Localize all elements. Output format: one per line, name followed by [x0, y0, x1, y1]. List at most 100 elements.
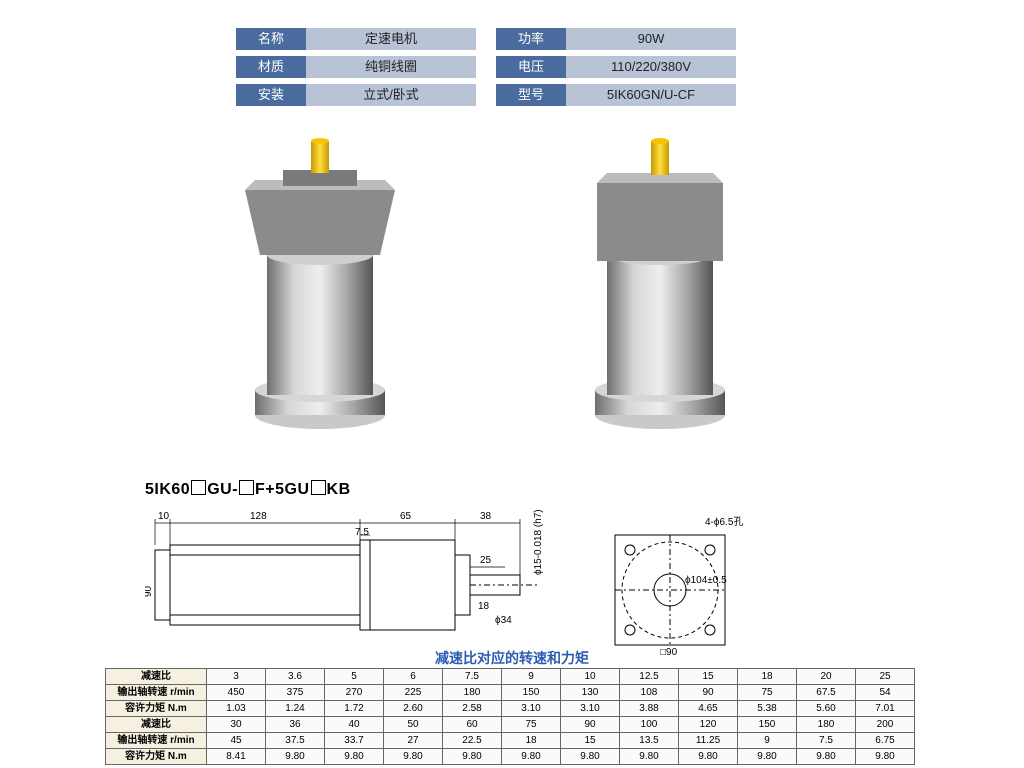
spec-value: 定速电机 — [306, 28, 476, 50]
table-cell: 9.80 — [679, 749, 738, 765]
row-header: 输出轴转速 r/min — [106, 685, 207, 701]
table-cell: 50 — [384, 717, 443, 733]
dim-65: 65 — [400, 511, 412, 522]
table-cell: 9 — [502, 669, 561, 685]
table-cell: 3.6 — [266, 669, 325, 685]
table-row: 容许力矩 N.m1.031.241.722.602.583.103.103.88… — [106, 701, 915, 717]
table-cell: 67.5 — [797, 685, 856, 701]
table-cell: 270 — [325, 685, 384, 701]
table-cell: 375 — [266, 685, 325, 701]
table-cell: 3.10 — [561, 701, 620, 717]
spec-col-right: 功率 90W 电压 110/220/380V 型号 5IK60GN/U-CF — [496, 28, 736, 106]
row-header: 减速比 — [106, 717, 207, 733]
dim-128: 128 — [250, 511, 267, 522]
spec-label: 功率 — [496, 28, 566, 50]
table-cell: 10 — [561, 669, 620, 685]
table-cell: 40 — [325, 717, 384, 733]
table-row: 减速比33.6567.591012.515182025 — [106, 669, 915, 685]
table-cell: 5 — [325, 669, 384, 685]
table-cell: 3 — [207, 669, 266, 685]
table-cell: 7.01 — [856, 701, 915, 717]
table-cell: 12.5 — [620, 669, 679, 685]
table-cell: 6.75 — [856, 733, 915, 749]
technical-drawing-section: 5IK60 GU- F+5GU KB — [145, 480, 865, 660]
spec-label: 安装 — [236, 84, 306, 106]
table-cell: 30 — [207, 717, 266, 733]
spec-value: 立式/卧式 — [306, 84, 476, 106]
table-cell: 9.80 — [443, 749, 502, 765]
table-cell: 8.41 — [207, 749, 266, 765]
model-part: GU- — [207, 481, 238, 498]
table-row: 减速比30364050607590100120150180200 — [106, 717, 915, 733]
table-row: 输出轴转速 r/min45037527022518015013010890756… — [106, 685, 915, 701]
dim-holes: 4-ϕ6.5孔 — [705, 516, 743, 528]
motor-right — [555, 135, 765, 435]
table-cell: 1.72 — [325, 701, 384, 717]
table-cell: 75 — [738, 685, 797, 701]
table-cell: 25 — [856, 669, 915, 685]
table-cell: 75 — [502, 717, 561, 733]
spec-tables: 名称 定速电机 材质 纯铜线圈 安装 立式/卧式 功率 90W 电压 110/2… — [236, 28, 736, 106]
dim-phi15: ϕ15-0.018 (h7) — [533, 509, 544, 575]
spec-col-left: 名称 定速电机 材质 纯铜线圈 安装 立式/卧式 — [236, 28, 476, 106]
table-cell: 108 — [620, 685, 679, 701]
table-row: 容许力矩 N.m8.419.809.809.809.809.809.809.80… — [106, 749, 915, 765]
model-blank-box — [191, 480, 206, 495]
table-cell: 180 — [443, 685, 502, 701]
table-cell: 27 — [384, 733, 443, 749]
model-blank-box — [239, 480, 254, 495]
table-cell: 11.25 — [679, 733, 738, 749]
table-cell: 9.80 — [856, 749, 915, 765]
table-cell: 2.58 — [443, 701, 502, 717]
table-cell: 7.5 — [443, 669, 502, 685]
ratio-torque-table: 减速比33.6567.591012.515182025输出轴转速 r/min45… — [105, 668, 915, 765]
table-cell: 33.7 — [325, 733, 384, 749]
motor-left — [215, 135, 425, 435]
table-cell: 36 — [266, 717, 325, 733]
table-cell: 150 — [738, 717, 797, 733]
model-blank-box — [311, 480, 326, 495]
dim-38: 38 — [480, 511, 492, 522]
dim-phi104: ϕ104±0.5 — [685, 575, 727, 586]
table-cell: 5.38 — [738, 701, 797, 717]
spec-value: 纯铜线圈 — [306, 56, 476, 78]
table-cell: 9.80 — [325, 749, 384, 765]
table-cell: 4.65 — [679, 701, 738, 717]
table-cell: 90 — [561, 717, 620, 733]
model-part: F+5GU — [255, 481, 310, 498]
table-cell: 45 — [207, 733, 266, 749]
table-title: 减速比对应的转速和力矩 — [0, 648, 1024, 668]
table-cell: 9.80 — [384, 749, 443, 765]
row-header: 容许力矩 N.m — [106, 749, 207, 765]
table-cell: 1.03 — [207, 701, 266, 717]
table-cell: 2.60 — [384, 701, 443, 717]
table-cell: 7.5 — [797, 733, 856, 749]
dim-7-5: 7.5 — [355, 527, 369, 538]
dim-18: 18 — [478, 601, 490, 612]
table-cell: 9.80 — [620, 749, 679, 765]
dim-25: 25 — [480, 555, 492, 566]
table-cell: 22.5 — [443, 733, 502, 749]
model-part: KB — [327, 481, 351, 498]
table-cell: 54 — [856, 685, 915, 701]
spec-row: 安装 立式/卧式 — [236, 84, 476, 106]
row-header: 输出轴转速 r/min — [106, 733, 207, 749]
table-cell: 15 — [561, 733, 620, 749]
table-row: 输出轴转速 r/min4537.533.72722.5181513.511.25… — [106, 733, 915, 749]
model-part: 5IK60 — [145, 481, 190, 498]
technical-drawing: 10 128 7.5 65 38 25 18 ϕ34 90 ϕ15-0.018 … — [145, 505, 865, 655]
spec-value: 110/220/380V — [566, 56, 736, 78]
table-cell: 9.80 — [738, 749, 797, 765]
spec-row: 材质 纯铜线圈 — [236, 56, 476, 78]
table-cell: 130 — [561, 685, 620, 701]
spec-row: 名称 定速电机 — [236, 28, 476, 50]
table-cell: 120 — [679, 717, 738, 733]
spec-label: 名称 — [236, 28, 306, 50]
table-cell: 9.80 — [266, 749, 325, 765]
table-cell: 20 — [797, 669, 856, 685]
table-cell: 18 — [738, 669, 797, 685]
table-cell: 180 — [797, 717, 856, 733]
table-cell: 13.5 — [620, 733, 679, 749]
table-cell: 90 — [679, 685, 738, 701]
spec-label: 电压 — [496, 56, 566, 78]
